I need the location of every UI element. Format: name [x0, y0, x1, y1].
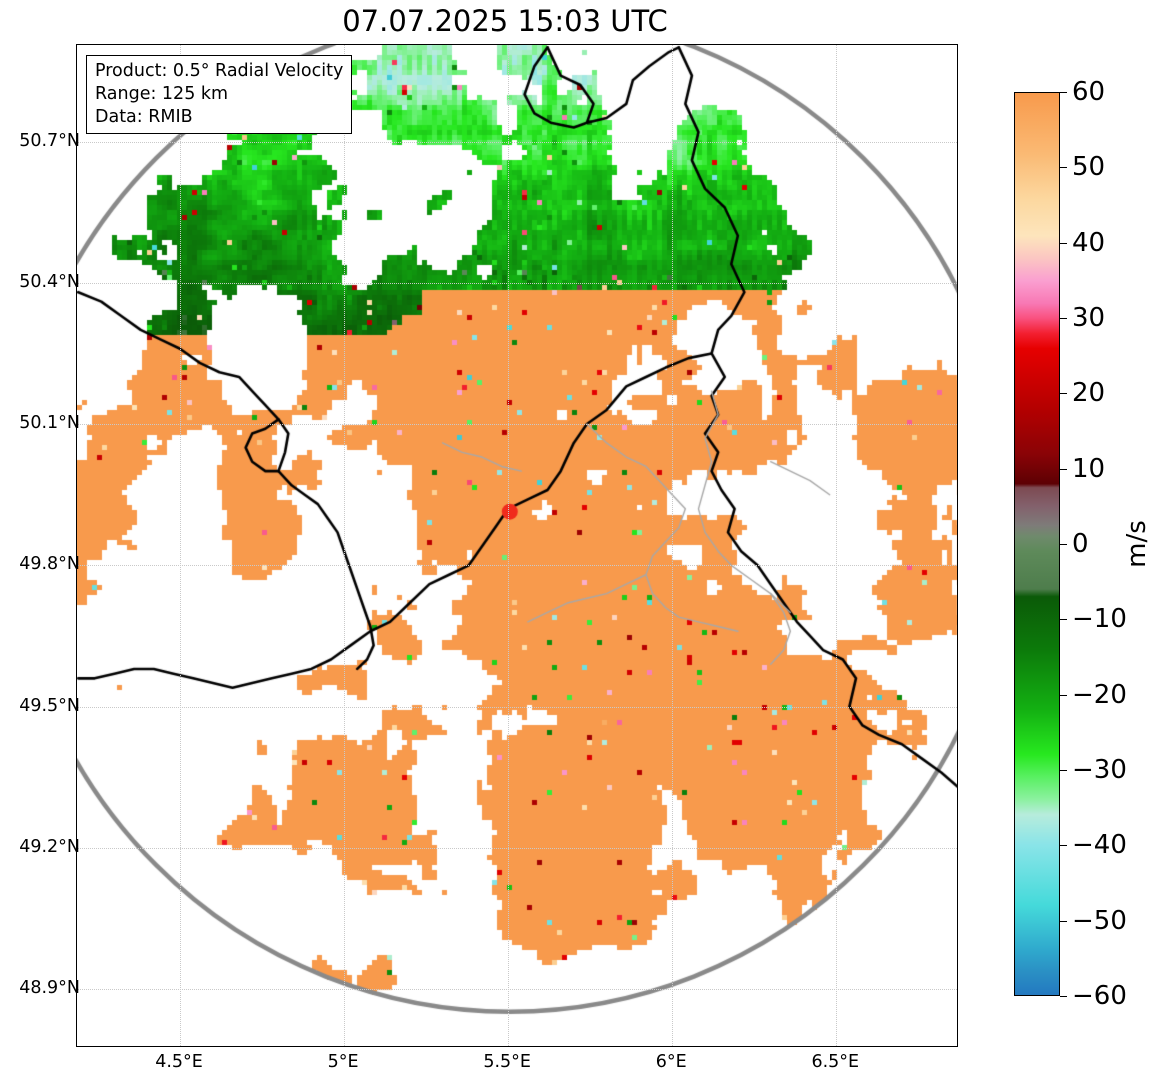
grid-line-vertical	[508, 45, 510, 1046]
colorbar-tick	[1060, 167, 1067, 169]
y-tick-label: 50.1°N	[19, 413, 80, 434]
x-tick-label: 6°E	[655, 1052, 687, 1072]
info-box: Product: 0.5° Radial Velocity Range: 125…	[86, 55, 353, 135]
colorbar-tick-label: 20	[1072, 378, 1106, 409]
colorbar-tick-label: 50	[1072, 152, 1106, 183]
grid-line-vertical	[344, 45, 346, 1046]
y-tick-label: 49.5°N	[19, 695, 80, 716]
x-tick	[344, 1046, 345, 1047]
grid-line-horizontal	[77, 847, 957, 849]
grid-line-vertical	[836, 45, 838, 1046]
colorbar	[1014, 92, 1060, 996]
x-tick	[180, 1046, 181, 1047]
colorbar-tick-label: 60	[1072, 77, 1106, 107]
grid-line-horizontal	[77, 424, 957, 426]
x-tick-label: 5°E	[327, 1052, 359, 1072]
colorbar-tick-label: −60	[1072, 981, 1127, 1011]
x-tick	[672, 1046, 673, 1047]
y-tick-label: 49.8°N	[19, 554, 80, 575]
colorbar-tick	[1060, 845, 1067, 847]
colorbar-tick	[1060, 996, 1067, 997]
info-product-line: Product: 0.5° Radial Velocity	[95, 61, 344, 81]
radar-field-canvas	[77, 45, 957, 1046]
colorbar-tick	[1060, 242, 1067, 244]
colorbar-tick-label: 10	[1072, 453, 1106, 484]
colorbar-tick	[1060, 318, 1067, 319]
colorbar-unit-label: m/s	[1122, 520, 1152, 568]
colorbar-tick-label: −50	[1072, 905, 1127, 936]
colorbar-tick-label: 30	[1072, 303, 1106, 333]
colorbar-tick	[1060, 92, 1067, 93]
grid-line-vertical	[180, 45, 182, 1046]
colorbar-gradient	[1015, 93, 1059, 995]
info-range-line: Range: 125 km	[95, 83, 229, 104]
grid-line-horizontal	[77, 989, 957, 991]
colorbar-tick-label: −20	[1072, 679, 1127, 710]
y-tick-label: 49.2°N	[19, 836, 80, 857]
y-tick-label: 48.9°N	[19, 978, 80, 999]
page-title: 07.07.2025 15:03 UTC	[342, 4, 668, 38]
y-tick-label: 50.4°N	[19, 271, 80, 292]
colorbar-tick-label: −10	[1072, 604, 1127, 635]
colorbar-tick	[1060, 920, 1067, 922]
x-tick	[508, 1046, 509, 1047]
colorbar-tick-label: 0	[1072, 529, 1089, 559]
x-tick-label: 6.5°E	[811, 1052, 860, 1072]
colorbar-tick	[1060, 393, 1067, 395]
colorbar-tick	[1060, 770, 1067, 771]
grid-line-horizontal	[77, 565, 957, 567]
x-tick-label: 5.5°E	[483, 1052, 531, 1072]
x-tick	[836, 1046, 837, 1047]
colorbar-tick	[1060, 544, 1067, 545]
colorbar-tick	[1060, 468, 1067, 470]
colorbar-tick	[1060, 694, 1067, 696]
grid-line-vertical	[672, 45, 674, 1046]
colorbar-tick	[1060, 619, 1067, 621]
grid-line-horizontal	[77, 141, 957, 143]
colorbar-tick-label: −30	[1072, 755, 1127, 785]
info-data-line: Data: RMIB	[95, 106, 193, 127]
colorbar-tick-label: 40	[1072, 227, 1106, 258]
radar-plot-axes	[76, 44, 958, 1047]
grid-line-horizontal	[77, 706, 957, 708]
colorbar-tick-label: −40	[1072, 830, 1127, 861]
y-tick-label: 50.7°N	[19, 130, 80, 151]
grid-line-horizontal	[77, 282, 957, 284]
x-tick-label: 4.5°E	[155, 1052, 203, 1072]
